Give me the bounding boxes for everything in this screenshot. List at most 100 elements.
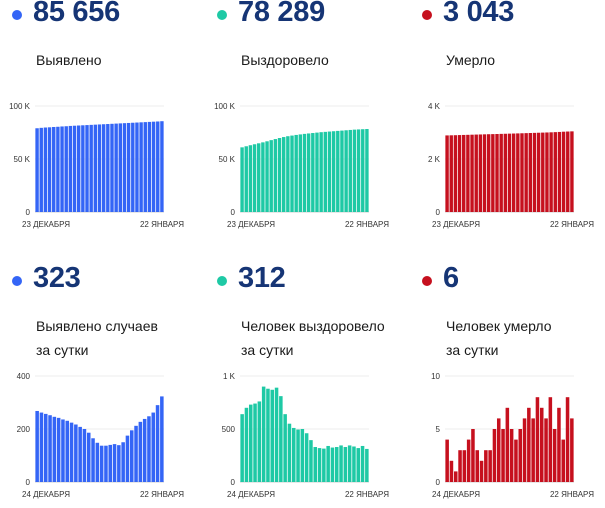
bar bbox=[482, 134, 487, 212]
bar bbox=[317, 448, 322, 482]
bar bbox=[122, 123, 127, 212]
bar bbox=[334, 447, 339, 482]
bar bbox=[91, 438, 95, 482]
bar bbox=[478, 134, 483, 212]
bar bbox=[95, 442, 100, 482]
stat-number: 312 bbox=[238, 262, 286, 294]
bar bbox=[365, 129, 369, 212]
bar bbox=[240, 147, 244, 212]
bar bbox=[290, 135, 294, 212]
bar bbox=[315, 132, 319, 212]
bar bbox=[545, 132, 549, 212]
bar bbox=[528, 133, 533, 212]
bar bbox=[505, 407, 510, 482]
bar bbox=[244, 407, 249, 482]
bar bbox=[343, 447, 348, 482]
bar bbox=[85, 125, 89, 212]
bar bbox=[110, 123, 114, 212]
chart-total-deaths: 0 2 K 4 K 23 ДЕКАБРЯ 22 ЯНВАРЯ bbox=[428, 102, 594, 229]
bar bbox=[309, 440, 313, 482]
bar bbox=[549, 132, 553, 212]
bar bbox=[252, 144, 257, 212]
bar bbox=[52, 416, 57, 482]
bar bbox=[121, 442, 125, 482]
bar bbox=[561, 131, 566, 212]
x-tick-label-start: 23 ДЕКАБРЯ bbox=[22, 220, 70, 229]
bar bbox=[527, 407, 531, 482]
bar bbox=[108, 444, 113, 482]
bar bbox=[106, 124, 110, 212]
bar bbox=[135, 122, 139, 212]
bar bbox=[69, 422, 74, 482]
x-tick-label-start: 24 ДЕКАБРЯ bbox=[22, 490, 70, 499]
x-tick-label-start: 24 ДЕКАБРЯ bbox=[432, 490, 480, 499]
bar bbox=[553, 132, 557, 212]
stat-header: 323 bbox=[0, 262, 190, 306]
bar bbox=[81, 125, 85, 212]
bar bbox=[356, 448, 361, 482]
bar bbox=[52, 126, 56, 212]
bar bbox=[99, 445, 104, 482]
bar bbox=[565, 397, 570, 482]
stat-number: 78 289 bbox=[238, 0, 325, 28]
stat-label: Выздоровело bbox=[241, 48, 329, 72]
bar bbox=[142, 418, 147, 482]
x-tick-label-end: 22 ЯНВАРЯ bbox=[550, 490, 594, 499]
y-tick-label: 0 bbox=[231, 478, 236, 487]
bar bbox=[286, 136, 290, 212]
y-tick-label: 50 K bbox=[14, 155, 31, 164]
bar bbox=[86, 432, 91, 482]
bar bbox=[277, 138, 282, 212]
bar bbox=[265, 141, 269, 212]
stat-number: 323 bbox=[33, 262, 81, 294]
bar bbox=[509, 429, 514, 482]
bar bbox=[479, 460, 484, 482]
bar bbox=[74, 424, 78, 482]
stat-label-line1: Человек выздоровело bbox=[241, 318, 385, 334]
y-tick-label: 400 bbox=[17, 372, 31, 381]
y-tick-label: 0 bbox=[436, 208, 441, 217]
bar bbox=[306, 133, 311, 212]
stat-header: 3 043 bbox=[410, 0, 600, 40]
bar bbox=[131, 122, 135, 212]
bar bbox=[155, 405, 160, 482]
chart-daily-cases: 0 200 400 24 ДЕКАБРЯ 22 ЯНВАРЯ bbox=[17, 372, 185, 499]
bar bbox=[147, 416, 151, 482]
bar bbox=[475, 450, 480, 482]
bar bbox=[327, 131, 332, 212]
bar bbox=[486, 134, 491, 212]
y-tick-label: 500 bbox=[222, 425, 236, 434]
bar bbox=[35, 410, 39, 482]
bar bbox=[287, 423, 292, 482]
bar bbox=[552, 429, 557, 482]
bar bbox=[331, 131, 336, 212]
bar bbox=[134, 425, 138, 482]
y-tick-label: 200 bbox=[17, 425, 31, 434]
bar bbox=[72, 125, 77, 212]
bar bbox=[274, 387, 279, 482]
y-tick-label: 10 bbox=[431, 372, 440, 381]
bar bbox=[65, 420, 70, 482]
y-tick-label: 100 K bbox=[214, 102, 236, 111]
bar bbox=[356, 129, 361, 212]
stat-label-line1: Выздоровело bbox=[241, 52, 329, 68]
bar bbox=[539, 407, 544, 482]
bar bbox=[304, 433, 309, 482]
series-dot-icon bbox=[217, 276, 227, 286]
bar bbox=[60, 126, 64, 212]
bar bbox=[47, 127, 52, 212]
bar bbox=[114, 123, 118, 212]
chart-daily-recovered: 0 500 1 K 24 ДЕКАБРЯ 22 ЯНВАРЯ bbox=[222, 372, 390, 499]
bar bbox=[160, 121, 164, 212]
bar bbox=[570, 131, 574, 212]
bar bbox=[453, 471, 458, 482]
x-tick-label-end: 22 ЯНВАРЯ bbox=[140, 490, 184, 499]
bar bbox=[82, 429, 87, 482]
bar bbox=[488, 450, 492, 482]
bar bbox=[126, 122, 131, 212]
series-dot-icon bbox=[217, 10, 227, 20]
bar bbox=[257, 143, 261, 212]
bar bbox=[261, 386, 266, 482]
stat-number: 6 bbox=[443, 262, 459, 294]
stat-number: 3 043 bbox=[443, 0, 515, 28]
